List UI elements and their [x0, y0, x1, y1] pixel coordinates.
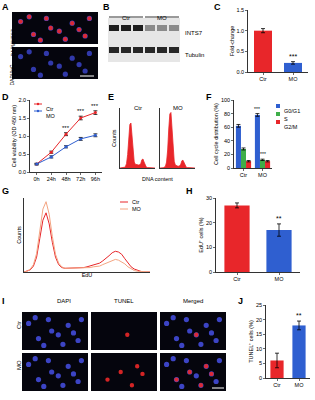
- svg-text:Ctr: Ctr: [122, 15, 130, 21]
- svg-text:Ctr: Ctr: [259, 76, 267, 82]
- svg-text:G2/M: G2/M: [284, 124, 298, 130]
- svg-text:1.5: 1.5: [236, 7, 244, 13]
- svg-text:60: 60: [224, 124, 230, 130]
- svg-text:**: **: [276, 215, 282, 222]
- svg-text:Counts: Counts: [16, 226, 22, 244]
- svg-text:0.5: 0.5: [18, 151, 26, 157]
- svg-text:***: ***: [254, 106, 260, 112]
- svg-text:D: D: [2, 92, 9, 102]
- svg-text:G0/G1: G0/G1: [284, 108, 300, 114]
- svg-text:EdU⁺ cells (%): EdU⁺ cells (%): [198, 217, 204, 252]
- svg-text:0h: 0h: [34, 176, 40, 182]
- svg-text:F: F: [206, 92, 212, 102]
- svg-text:B: B: [103, 2, 110, 12]
- svg-text:24h: 24h: [47, 176, 56, 182]
- svg-text:MO: MO: [173, 105, 183, 111]
- svg-text:0: 0: [259, 375, 262, 381]
- svg-text:10: 10: [256, 346, 262, 352]
- svg-text:DAPI: DAPI: [57, 298, 71, 304]
- svg-text:Ctr: Ctr: [240, 172, 248, 178]
- svg-text:30: 30: [206, 195, 212, 201]
- svg-text:0.0: 0.0: [18, 169, 26, 175]
- svg-text:EdU: EdU: [82, 272, 93, 278]
- svg-text:1.0: 1.0: [236, 28, 244, 34]
- svg-text:0: 0: [209, 269, 212, 275]
- svg-text:C: C: [214, 2, 221, 12]
- svg-text:***: ***: [91, 103, 99, 109]
- svg-text:***: ***: [62, 125, 70, 131]
- svg-text:15: 15: [256, 331, 262, 337]
- svg-text:0.0: 0.0: [236, 69, 244, 75]
- svg-text:MO: MO: [289, 76, 299, 82]
- svg-text:G: G: [2, 186, 9, 196]
- svg-text:Counts: Counts: [111, 129, 117, 147]
- svg-text:H: H: [186, 186, 193, 196]
- svg-text:Ctr: Ctr: [273, 382, 281, 388]
- svg-text:MO: MO: [132, 206, 142, 212]
- svg-text:48h: 48h: [61, 176, 70, 182]
- svg-text:I: I: [2, 296, 5, 306]
- svg-text:25: 25: [256, 302, 262, 308]
- svg-text:TUNEL: TUNEL: [114, 298, 134, 304]
- svg-text:96h: 96h: [91, 176, 100, 182]
- svg-text:100: 100: [221, 97, 230, 103]
- svg-text:40: 40: [224, 138, 230, 144]
- svg-text:Fold-change: Fold-change: [229, 26, 235, 57]
- svg-text:0.5: 0.5: [236, 48, 244, 54]
- svg-text:Tubulin: Tubulin: [185, 52, 204, 58]
- svg-text:A: A: [2, 2, 9, 12]
- svg-text:5: 5: [259, 360, 262, 366]
- svg-text:Ctr: Ctr: [233, 276, 241, 282]
- svg-text:MO: MO: [295, 382, 305, 388]
- svg-text:MO: MO: [157, 15, 167, 21]
- svg-text:**: **: [296, 312, 302, 319]
- svg-text:MO: MO: [46, 113, 56, 119]
- svg-text:10: 10: [206, 244, 212, 250]
- svg-text:Ctr: Ctr: [46, 106, 54, 112]
- svg-text:20: 20: [224, 151, 230, 157]
- svg-text:***: ***: [289, 53, 297, 60]
- svg-text:Cell viability (OD 450 nm): Cell viability (OD 450 nm): [11, 105, 17, 168]
- svg-text:Cell cycle distribution (%): Cell cycle distribution (%): [213, 103, 219, 165]
- svg-text:20: 20: [256, 317, 262, 323]
- svg-text:Ctr: Ctr: [134, 105, 142, 111]
- svg-text:Ctr: Ctr: [132, 199, 140, 205]
- svg-text:20: 20: [206, 220, 212, 226]
- svg-text:Ctr: Ctr: [16, 321, 22, 329]
- svg-text:E: E: [108, 92, 114, 102]
- svg-text:Merged: Merged: [183, 298, 203, 304]
- svg-text:MO: MO: [258, 172, 268, 178]
- svg-text:80: 80: [224, 111, 230, 117]
- svg-text:MO: MO: [16, 360, 22, 370]
- svg-text:S: S: [284, 116, 288, 122]
- svg-text:DAPI/INTS7: DAPI/INTS7: [10, 29, 16, 56]
- svg-text:INTS7: INTS7: [185, 30, 203, 36]
- svg-text:TUNEL⁺ cells (%): TUNEL⁺ cells (%): [248, 320, 254, 363]
- svg-text:DAPI/IgG: DAPI/IgG: [9, 64, 15, 85]
- svg-text:2.0: 2.0: [18, 97, 26, 103]
- svg-text:MO: MO: [275, 276, 285, 282]
- svg-text:DNA content: DNA content: [142, 176, 173, 182]
- svg-text:1.5: 1.5: [18, 115, 26, 121]
- svg-text:***: ***: [260, 151, 266, 157]
- svg-text:1.0: 1.0: [18, 133, 26, 139]
- svg-text:***: ***: [77, 108, 85, 114]
- svg-text:72h: 72h: [76, 176, 85, 182]
- svg-text:0: 0: [227, 165, 230, 171]
- svg-text:J: J: [238, 296, 243, 306]
